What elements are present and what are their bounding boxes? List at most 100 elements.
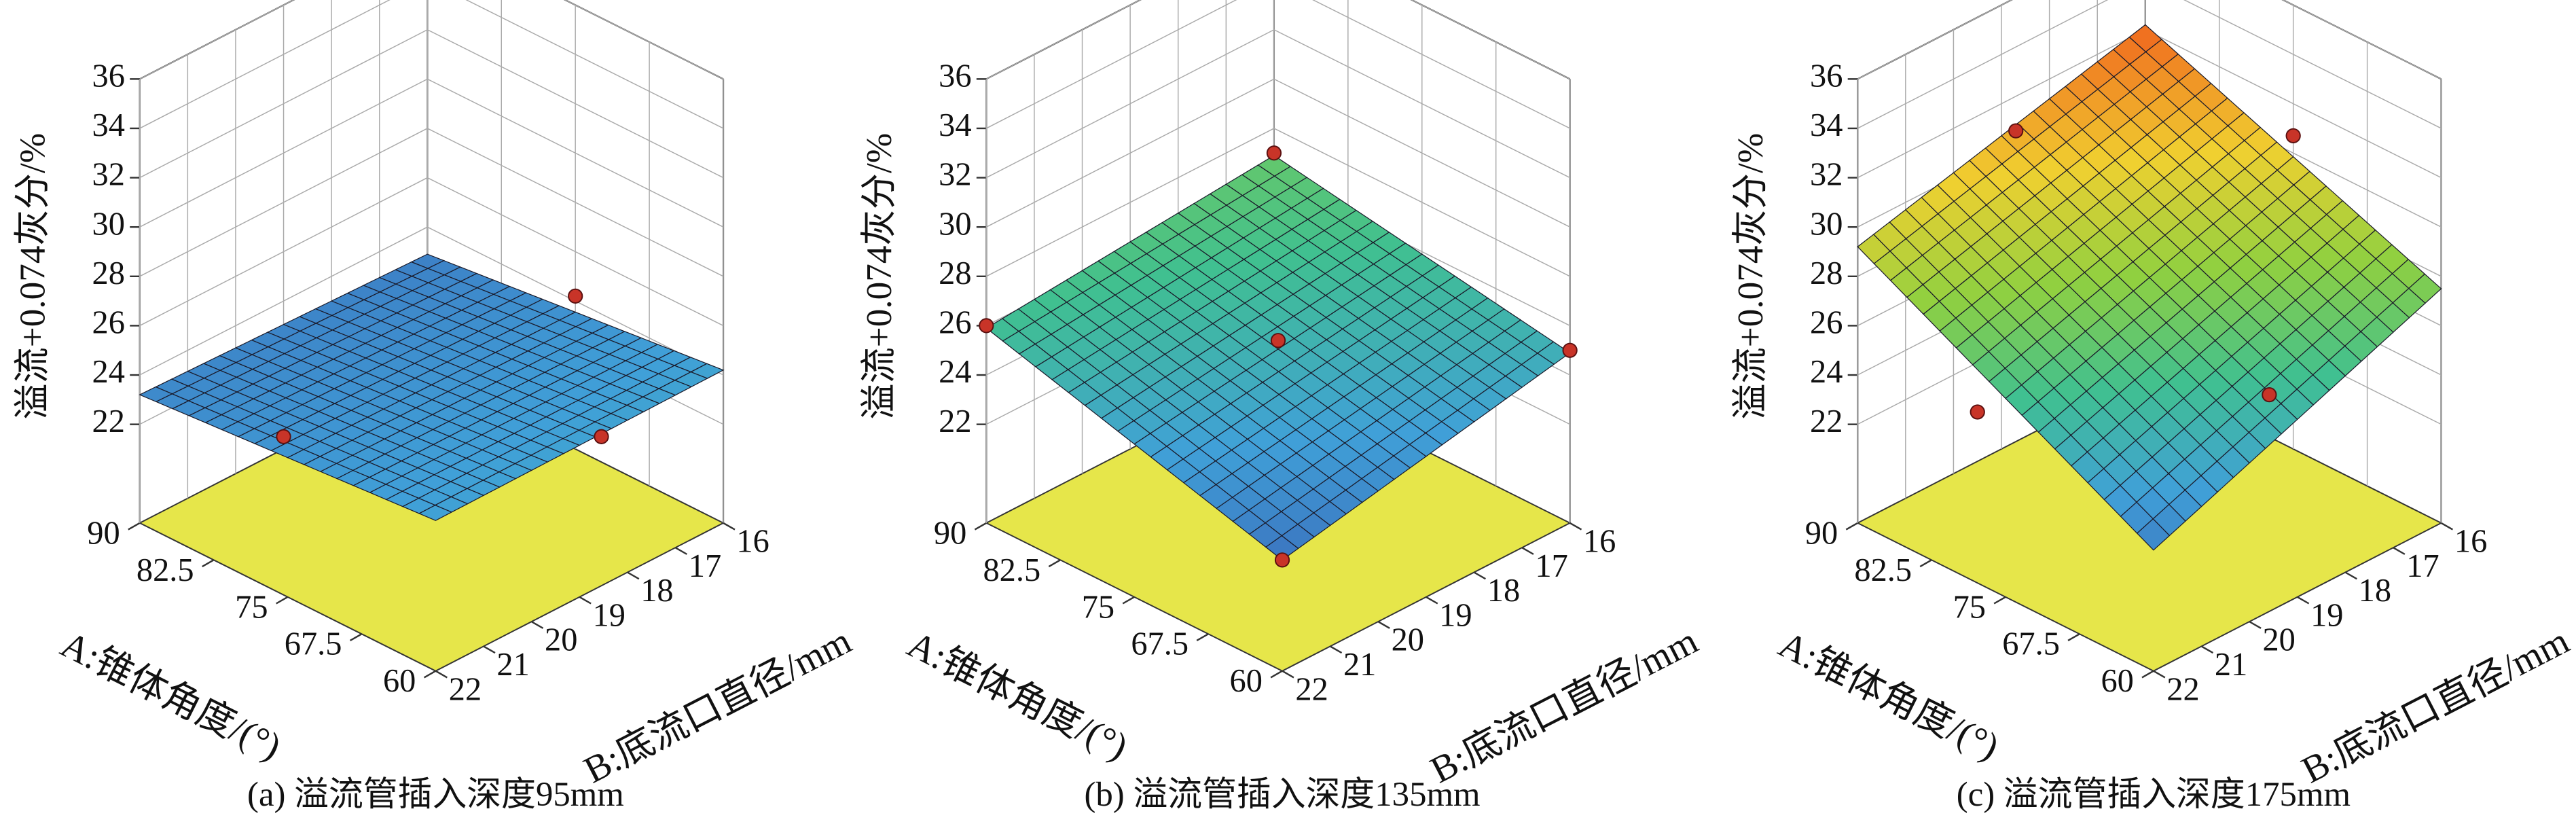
z-tick-label: 36: [92, 58, 125, 94]
tick-mark: [2141, 670, 2154, 679]
x-tick-label: 90: [87, 515, 120, 551]
surface-cell: [2136, 518, 2171, 551]
tick-mark: [2200, 645, 2214, 654]
surface-cell: [1265, 535, 1299, 561]
caption: (c) 溢流管插入深度175mm: [1957, 775, 2351, 813]
y-axis-label: B:底流口直径/mm: [2295, 620, 2575, 791]
z-tick-label: 30: [92, 206, 125, 242]
x-tick-label: 90: [1805, 515, 1838, 551]
tick-mark: [349, 633, 363, 642]
tick-mark: [1196, 633, 1209, 642]
y-tick-label: 21: [496, 647, 529, 683]
y-tick-label: 18: [640, 573, 673, 609]
z-tick-label: 30: [939, 206, 971, 242]
z-tick-label: 22: [92, 404, 125, 440]
tick-mark: [1270, 670, 1283, 679]
z-tick-label: 30: [1810, 206, 1843, 242]
z-tick-label: 26: [939, 305, 971, 341]
x-tick-label: 90: [934, 515, 966, 551]
panel: 22 24 26 28 30 32 34 36 60 67.5 75 82.5 90 16 17 18 19 20…: [12, 0, 858, 813]
tick-mark: [627, 571, 640, 580]
caption: (a) 溢流管插入深度95mm: [247, 775, 624, 813]
panel: 22 24 26 28 30 32 34 36 60 67.5 75 82.5 90 16 17 18 19 20…: [1730, 0, 2576, 813]
x-tick-label: 60: [1230, 663, 1263, 699]
design-point: [2262, 387, 2277, 403]
z-tick-label: 26: [1810, 305, 1843, 341]
z-tick-label: 28: [92, 255, 125, 291]
x-tick-label: 75: [1953, 589, 1986, 625]
y-tick-label: 16: [736, 523, 769, 559]
z-tick-label: 34: [1810, 107, 1843, 143]
tick-mark: [974, 522, 987, 531]
tick-mark: [276, 596, 289, 605]
tick-mark: [483, 645, 496, 654]
z-axis-label: 溢流+0.074灰分/%: [12, 133, 52, 420]
z-tick-label: 34: [939, 107, 971, 143]
tick-mark: [1570, 522, 1582, 531]
design-point: [2285, 128, 2301, 143]
design-point: [568, 288, 583, 304]
x-tick-label: 60: [2101, 663, 2133, 699]
y-tick-label: 21: [1343, 647, 1376, 683]
y-tick-label: 16: [1583, 523, 1616, 559]
caption: (b) 溢流管插入深度135mm: [1084, 775, 1480, 813]
tick-mark: [202, 559, 215, 568]
tick-mark: [1845, 522, 1858, 531]
z-tick-label: 36: [1810, 58, 1843, 94]
z-tick-label: 22: [1810, 404, 1843, 440]
y-tick-label: 20: [2262, 622, 2295, 658]
tick-mark: [1048, 559, 1061, 568]
panel: 22 24 26 28 30 32 34 36 60 67.5 75 82.5 90 16 17 18 19 20…: [859, 0, 1705, 813]
x-tick-label: 82.5: [1854, 552, 1912, 588]
y-tick-label: 17: [2406, 548, 2439, 584]
z-tick-label: 36: [939, 58, 971, 94]
x-tick-label: 82.5: [137, 552, 194, 588]
tick-mark: [1919, 559, 1932, 568]
tick-mark: [2153, 670, 2166, 679]
z-tick-label: 32: [92, 157, 125, 193]
x-axis-label: A:锥体角度/(°): [54, 623, 287, 768]
z-tick-label: 32: [939, 157, 971, 193]
design-point: [594, 429, 609, 444]
tick-mark: [2440, 522, 2454, 531]
design-point: [2008, 123, 2024, 139]
z-axis-label: 溢流+0.074灰分/%: [1730, 133, 1771, 420]
y-tick-label: 20: [545, 622, 577, 658]
z-tick-label: 24: [939, 354, 971, 390]
x-tick-label: 67.5: [285, 626, 342, 662]
design-point: [1266, 145, 1282, 161]
tick-mark: [1282, 670, 1294, 679]
tick-mark: [2249, 621, 2262, 629]
tick-mark: [531, 621, 544, 629]
z-tick-label: 24: [1810, 354, 1843, 390]
y-tick-label: 20: [1392, 622, 1424, 658]
z-tick-label: 28: [939, 255, 971, 291]
tick-mark: [423, 670, 437, 679]
x-tick-label: 67.5: [1131, 626, 1189, 662]
y-tick-label: 18: [1487, 573, 1520, 609]
z-tick-label: 34: [92, 107, 125, 143]
z-tick-label: 32: [1810, 157, 1843, 193]
y-tick-label: 17: [1535, 548, 1567, 584]
tick-mark: [1330, 645, 1343, 654]
tick-mark: [579, 596, 592, 605]
tick-mark: [1521, 547, 1534, 555]
tick-mark: [435, 670, 448, 679]
y-tick-label: 22: [2166, 671, 2199, 707]
y-tick-label: 16: [2454, 523, 2487, 559]
design-point: [276, 429, 291, 444]
z-tick-label: 26: [92, 305, 125, 341]
y-tick-label: 19: [2310, 597, 2343, 633]
tick-mark: [1993, 596, 2006, 605]
y-axis-label: B:底流口直径/mm: [577, 620, 858, 791]
tick-mark: [2393, 547, 2406, 555]
x-axis-label: A:锥体角度/(°): [901, 623, 1134, 768]
z-axis-label: 溢流+0.074灰分/%: [859, 133, 899, 420]
y-tick-label: 22: [1295, 671, 1328, 707]
design-point: [979, 318, 994, 334]
x-tick-label: 67.5: [2002, 626, 2060, 662]
y-tick-label: 19: [593, 597, 625, 633]
tick-mark: [128, 522, 141, 531]
surface-cell: [418, 505, 453, 521]
